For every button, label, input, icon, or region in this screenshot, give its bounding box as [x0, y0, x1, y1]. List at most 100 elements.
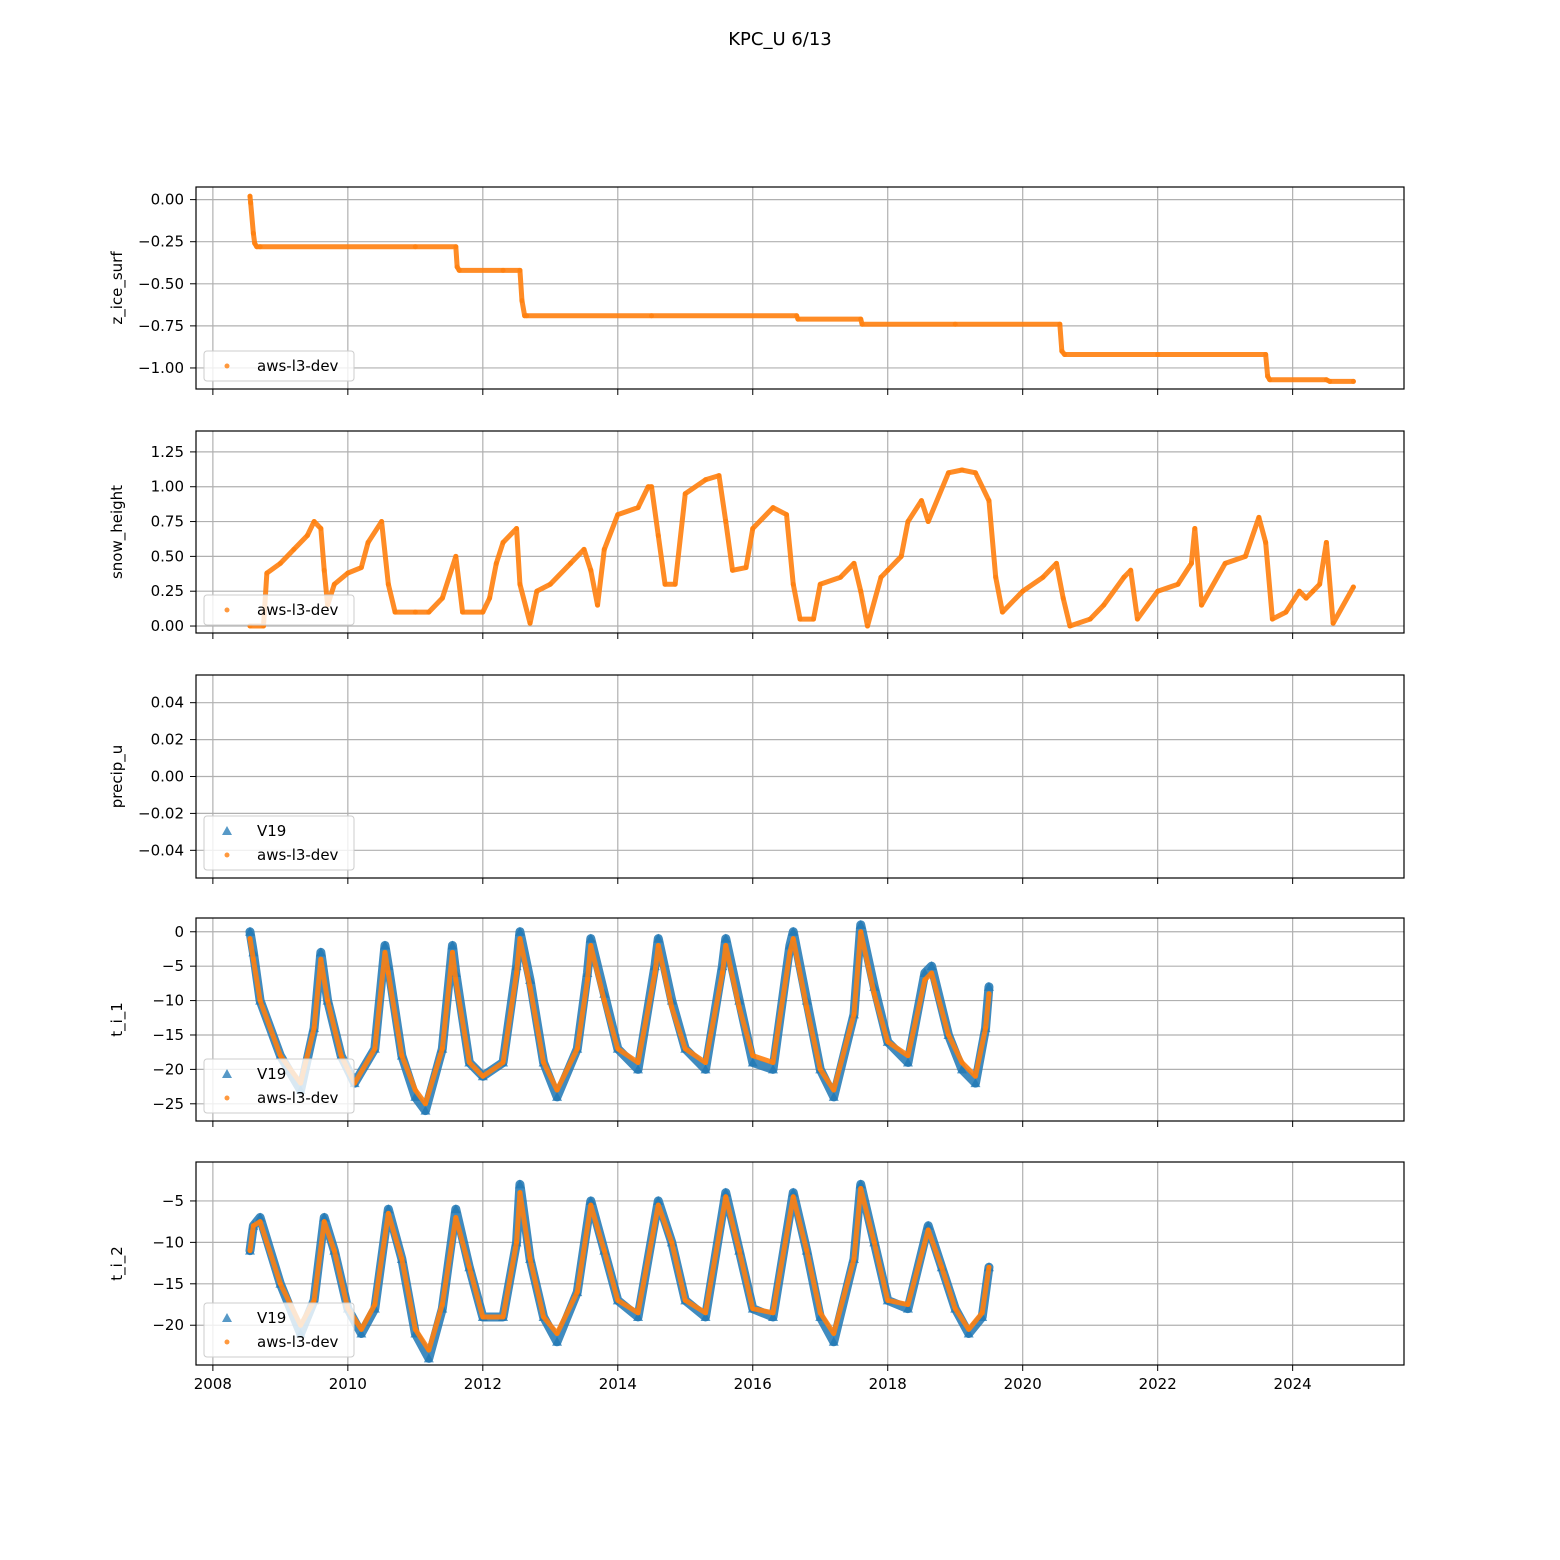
y-tick-label: −15	[152, 1026, 184, 1044]
y-tick-label: 0	[174, 923, 184, 941]
legend-label: V19	[257, 1309, 286, 1327]
data-point-aws-l3-dev	[851, 560, 857, 566]
data-point-aws-l3-dev	[703, 1310, 709, 1316]
data-point-aws-l3-dev	[1134, 616, 1140, 622]
data-point-aws-l3-dev	[804, 1248, 810, 1254]
axes-frame	[195, 1161, 1405, 1366]
data-point-aws-l3-dev	[257, 1219, 263, 1225]
data-point-V19	[514, 926, 525, 936]
data-point-aws-l3-dev	[541, 1060, 547, 1066]
data-point-aws-l3-dev	[750, 1306, 756, 1312]
legend: V19 aws-l3-dev	[203, 815, 355, 871]
data-point-aws-l3-dev	[652, 970, 658, 976]
data-point-aws-l3-dev	[1267, 377, 1273, 383]
data-point-aws-l3-dev	[412, 1087, 418, 1093]
data-point-aws-l3-dev	[831, 1331, 837, 1337]
data-point-aws-l3-dev	[426, 1347, 432, 1353]
x-tick-label: 2008	[194, 1375, 232, 1393]
data-point-aws-l3-dev	[1175, 581, 1181, 587]
data-point-V19	[653, 933, 664, 943]
data-point-aws-l3-dev	[372, 1302, 378, 1308]
data-point-aws-l3-dev	[945, 1032, 951, 1038]
legend: aws-l3-dev	[203, 594, 355, 626]
legend: V19 aws-l3-dev	[203, 1302, 355, 1358]
data-point-aws-l3-dev	[682, 491, 688, 497]
x-tick-label: 2012	[464, 1375, 502, 1393]
data-point-aws-l3-dev	[1317, 581, 1323, 587]
data-point-aws-l3-dev	[426, 609, 432, 615]
data-point-V19	[902, 1303, 913, 1313]
data-point-aws-l3-dev	[851, 1256, 857, 1262]
data-point-V19	[720, 933, 731, 943]
data-point-aws-l3-dev	[1269, 616, 1275, 622]
data-point-aws-l3-dev	[804, 1004, 810, 1010]
data-point-aws-l3-dev	[574, 1046, 580, 1052]
data-point-aws-l3-dev	[859, 321, 865, 327]
data-point-aws-l3-dev	[456, 267, 462, 273]
plot-area	[244, 1179, 994, 1363]
data-point-aws-l3-dev	[837, 574, 843, 580]
legend-box	[203, 815, 355, 871]
data-point-aws-l3-dev	[703, 1060, 709, 1066]
data-point-aws-l3-dev	[453, 977, 459, 983]
data-point-aws-l3-dev	[743, 565, 749, 571]
data-point-aws-l3-dev	[500, 267, 506, 273]
data-point-aws-l3-dev	[517, 1190, 523, 1196]
data-point-aws-l3-dev	[500, 1314, 506, 1320]
legend-marker-V19	[222, 1313, 232, 1322]
data-point-V19	[514, 1179, 525, 1189]
data-point-aws-l3-dev	[682, 1297, 688, 1303]
y-tick-label: −10	[152, 992, 184, 1010]
data-point-aws-l3-dev	[250, 1223, 256, 1229]
data-point-aws-l3-dev	[291, 546, 297, 552]
data-point-aws-l3-dev	[514, 1239, 520, 1245]
data-point-V19	[255, 1212, 266, 1222]
data-point-aws-l3-dev	[1101, 602, 1107, 608]
data-point-V19	[923, 1220, 934, 1230]
data-point-aws-l3-dev	[588, 1202, 594, 1208]
legend-label: aws-l3-dev	[257, 601, 339, 619]
data-point-aws-l3-dev	[422, 1101, 428, 1107]
legend-box	[203, 350, 355, 382]
data-point-aws-l3-dev	[257, 998, 263, 1004]
data-point-aws-l3-dev	[983, 1025, 989, 1031]
data-point-aws-l3-dev	[615, 512, 621, 518]
data-point-aws-l3-dev	[716, 473, 722, 479]
data-point-aws-l3-dev	[514, 970, 520, 976]
data-point-V19	[244, 926, 255, 936]
data-point-aws-l3-dev	[925, 1227, 931, 1233]
data-point-aws-l3-dev	[817, 1066, 823, 1072]
data-point-V19	[410, 1091, 421, 1101]
data-point-aws-l3-dev	[487, 595, 493, 601]
data-point-V19	[720, 1187, 731, 1197]
data-point-aws-l3-dev	[770, 505, 776, 511]
data-point-aws-l3-dev	[385, 1210, 391, 1216]
data-point-aws-l3-dev	[527, 620, 533, 626]
data-point-aws-l3-dev	[1155, 351, 1161, 357]
data-point-V19	[585, 933, 596, 943]
data-point-V19	[653, 1195, 664, 1205]
data-point-aws-l3-dev	[655, 1202, 661, 1208]
data-point-aws-l3-dev	[885, 1039, 891, 1045]
data-point-aws-l3-dev	[247, 936, 253, 942]
data-point-aws-l3-dev	[817, 581, 823, 587]
data-point-aws-l3-dev	[466, 1060, 472, 1066]
data-point-aws-l3-dev	[439, 1046, 445, 1052]
data-point-aws-l3-dev	[1040, 574, 1046, 580]
data-point-aws-l3-dev	[311, 1025, 317, 1031]
legend-marker-aws-l3-dev	[224, 852, 230, 858]
data-point-aws-l3-dev	[1053, 560, 1059, 566]
plot-area	[247, 467, 1356, 629]
panels: −1.00 −0.75 −0.50 −0.25 0.00 z_ice_surf aws-l3…	[108, 186, 1405, 1393]
legend-label: aws-l3-dev	[257, 1089, 339, 1107]
data-point-aws-l3-dev	[986, 991, 992, 997]
data-point-aws-l3-dev	[277, 1053, 283, 1059]
data-point-aws-l3-dev	[453, 553, 459, 559]
data-point-aws-l3-dev	[399, 1256, 405, 1262]
data-point-aws-l3-dev	[1350, 378, 1356, 384]
data-point-V19	[315, 947, 326, 957]
data-point-aws-l3-dev	[382, 949, 388, 955]
data-point-aws-l3-dev	[864, 623, 870, 629]
data-point-V19	[423, 1353, 434, 1363]
